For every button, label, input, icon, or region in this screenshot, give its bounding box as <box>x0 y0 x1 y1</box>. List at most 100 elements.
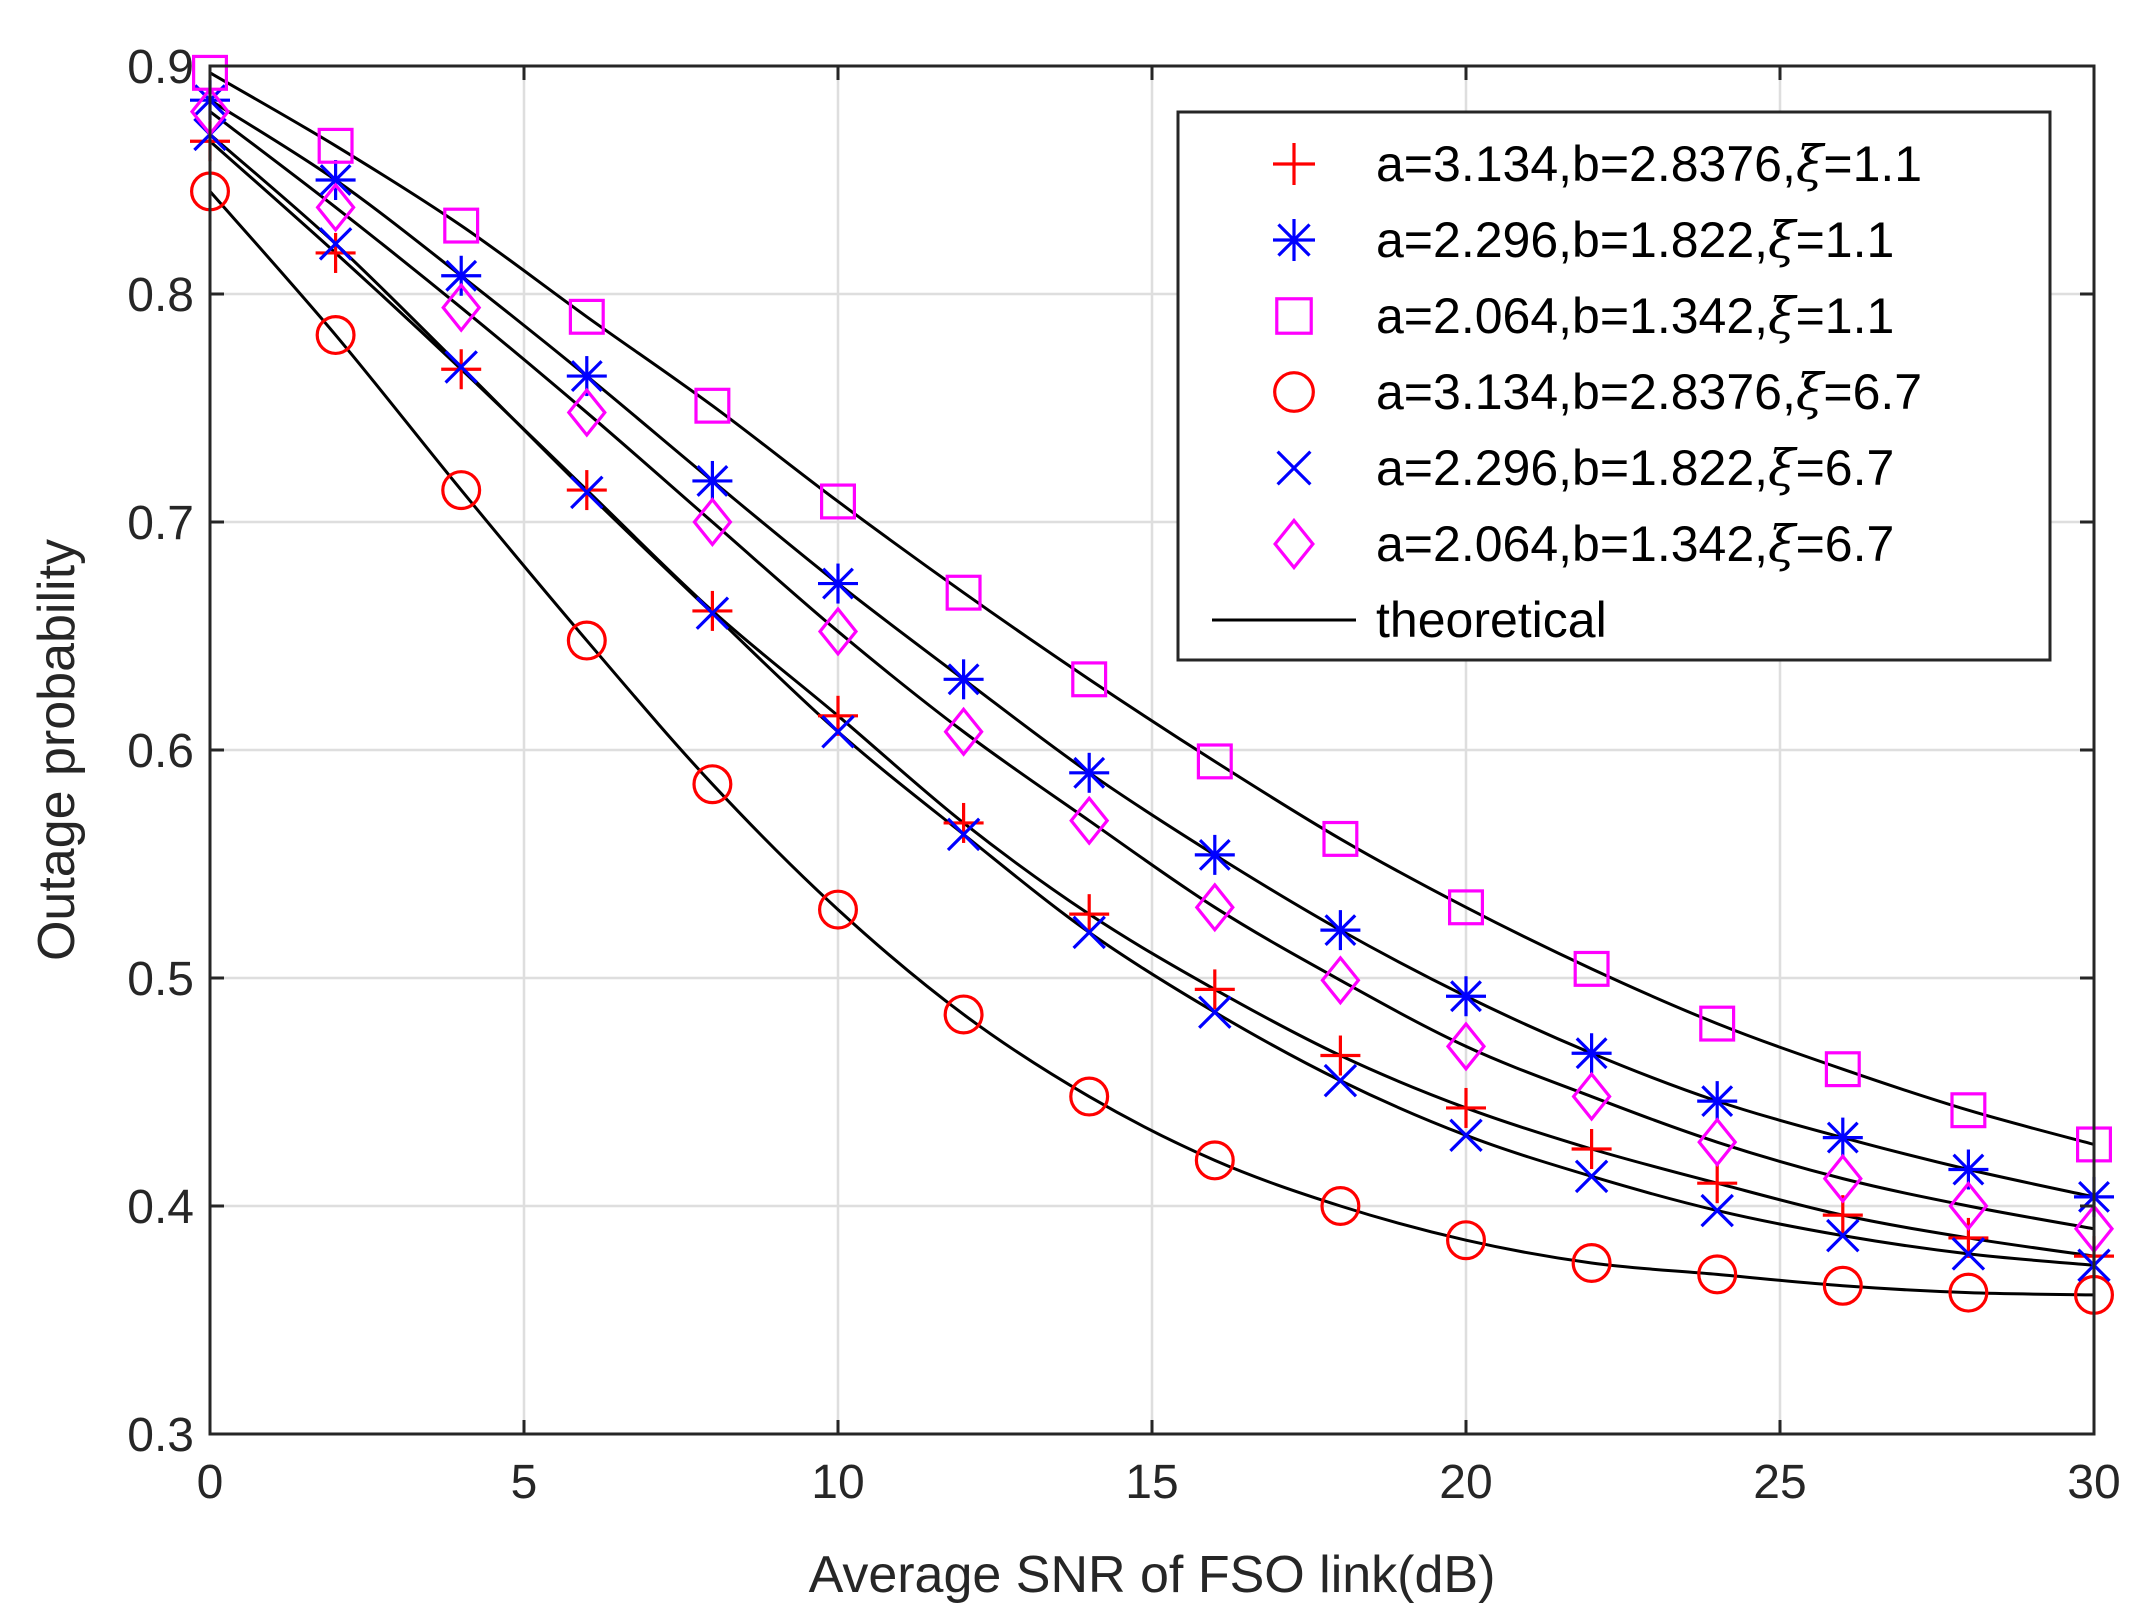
legend-label-xi: ξ <box>1768 439 1798 497</box>
data-point-series-5 <box>821 715 855 749</box>
data-point-series-2 <box>1697 1081 1738 1122</box>
theoretical-curve-4 <box>208 190 2095 1297</box>
theoretical-curve-6 <box>209 110 2095 1231</box>
data-point-series-4 <box>1445 1220 1486 1261</box>
data-point-series-6 <box>566 387 607 438</box>
legend-label-xi: ξ <box>1796 135 1826 193</box>
data-point-series-4 <box>315 315 356 356</box>
data-point-series-3 <box>1447 889 1484 926</box>
data-point-series-3 <box>945 574 982 611</box>
data-point-series-4 <box>1069 1076 1110 1117</box>
legend-marker-6 <box>1273 517 1315 571</box>
data-point-series-5 <box>1700 1193 1734 1228</box>
data-point-series-1 <box>1069 894 1110 935</box>
x-tick-label: 20 <box>1439 1456 1492 1509</box>
data-point-series-2 <box>692 460 733 501</box>
legend-marker-4 <box>1273 371 1315 413</box>
x-tick-label: 5 <box>511 1456 538 1509</box>
data-point-series-2 <box>1571 1033 1612 1074</box>
data-point-series-3 <box>568 298 605 335</box>
x-tick-label: 15 <box>1125 1456 1178 1509</box>
data-point-series-1 <box>692 590 733 631</box>
legend-label-3: a=2.064,b=1.342,ξ=1.1 <box>1376 287 1894 345</box>
data-point-series-6 <box>315 182 356 233</box>
legend-label-4: a=3.134,b=2.8376,ξ=6.7 <box>1376 363 1922 421</box>
data-point-series-2 <box>1069 752 1110 793</box>
data-point-series-4 <box>1822 1265 1863 1306</box>
data-point-series-2 <box>315 160 356 200</box>
legend-label-suffix: =1.1 <box>1796 288 1895 344</box>
data-point-series-3 <box>317 127 354 164</box>
theoretical-curve-2 <box>209 98 2095 1199</box>
theoretical-curves <box>208 71 2095 1297</box>
legend-label-prefix: a=2.064,b=1.342, <box>1376 516 1768 572</box>
legend-label-xi: ξ <box>1768 287 1798 345</box>
data-point-series-4 <box>1697 1254 1738 1295</box>
data-point-series-2 <box>1320 910 1361 951</box>
y-tick-label: 0.9 <box>127 41 194 94</box>
data-point-series-6 <box>1948 1181 1989 1231</box>
theoretical-curve-5 <box>209 133 2095 1267</box>
data-point-series-1 <box>1697 1163 1738 1204</box>
axes <box>208 64 2096 1436</box>
data-point-series-4 <box>1948 1272 1989 1313</box>
data-point-series-1 <box>1320 1035 1361 1076</box>
x-tick-label: 10 <box>811 1456 864 1509</box>
data-point-series-4 <box>1194 1140 1235 1181</box>
legend-label-suffix: =6.7 <box>1823 364 1922 420</box>
legend-label-theoretical: theoretical <box>1376 592 1607 648</box>
data-point-series-3 <box>443 207 480 244</box>
data-point-series-1 <box>1446 1087 1486 1128</box>
data-point-series-1 <box>1571 1129 1612 1169</box>
legend: a=3.134,b=2.8376,ξ=1.1a=2.296,b=1.822,ξ=… <box>1176 110 2052 662</box>
data-point-series-2 <box>1446 976 1486 1017</box>
data-point-series-6 <box>692 497 733 547</box>
y-axis-label: Outage probability <box>28 539 86 961</box>
y-tick-label: 0.5 <box>127 953 194 1006</box>
legend-label-xi: ξ <box>1796 363 1826 421</box>
legend-label-2: a=2.296,b=1.822,ξ=1.1 <box>1376 211 1894 269</box>
data-point-series-6 <box>817 606 859 657</box>
data-point-series-1 <box>315 232 356 273</box>
x-tick-label: 30 <box>2067 1456 2120 1509</box>
legend-label-prefix: a=2.064,b=1.342, <box>1376 288 1768 344</box>
legend-marker-2 <box>1273 219 1315 261</box>
data-point-series-3 <box>819 483 856 520</box>
data-point-series-2 <box>943 659 984 700</box>
data-point-series-4 <box>566 620 607 661</box>
legend-marker-3 <box>1275 297 1313 335</box>
legend-label-xi: ξ <box>1768 515 1798 573</box>
data-point-series-2 <box>818 563 858 604</box>
legend-label-xi: ξ <box>1768 211 1798 269</box>
data-point-series-1 <box>818 695 858 736</box>
data-point-series-5 <box>1951 1237 1986 1271</box>
legend-label-prefix: a=3.134,b=2.8376, <box>1376 364 1796 420</box>
data-point-series-3 <box>1071 661 1108 698</box>
legend-box <box>1176 110 2052 662</box>
data-point-series-6 <box>1320 955 1361 1006</box>
data-point-series-3 <box>1699 1005 1736 1042</box>
legend-label-prefix: a=2.296,b=1.822, <box>1376 212 1768 268</box>
data-point-series-1 <box>441 349 482 390</box>
data-point-series-5 <box>318 227 353 261</box>
data-point-series-4 <box>441 470 482 511</box>
legend-label-6: a=2.064,b=1.342,ξ=6.7 <box>1376 515 1894 573</box>
data-point-series-5 <box>444 350 478 384</box>
data-point-series-1 <box>1948 1217 1989 1258</box>
data-point-series-4 <box>692 764 733 805</box>
data-point-series-4 <box>1320 1185 1361 1226</box>
data-point-series-4 <box>943 994 984 1035</box>
data-point-series-2 <box>1194 834 1235 875</box>
data-point-series-3 <box>1950 1092 1987 1129</box>
tick-labels: 0 5 10 15 20 25 30 0.3 0.4 0.5 0.6 0.7 0.8 0.9 <box>127 41 2120 1509</box>
legend-label-suffix: =6.7 <box>1796 516 1895 572</box>
data-point-series-1 <box>1194 969 1235 1010</box>
data-point-series-6 <box>1445 1021 1487 1072</box>
data-point-series-4 <box>817 889 858 930</box>
theoretical-curve-3 <box>209 71 2095 1146</box>
data-point-series-2 <box>441 255 482 296</box>
legend-label-5: a=2.296,b=1.822,ξ=6.7 <box>1376 439 1894 497</box>
data-point-series-5 <box>1323 1063 1358 1098</box>
y-tick-label: 0.6 <box>127 725 194 778</box>
